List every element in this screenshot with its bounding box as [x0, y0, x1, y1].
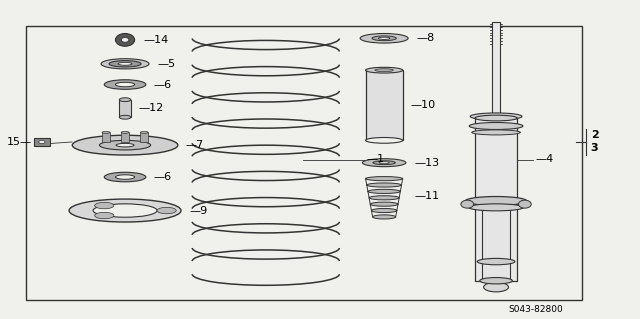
- Ellipse shape: [95, 212, 114, 219]
- Text: —14: —14: [143, 35, 168, 45]
- Text: —6: —6: [154, 172, 172, 182]
- Bar: [475, 118, 517, 281]
- Ellipse shape: [373, 161, 396, 165]
- Text: —12: —12: [138, 103, 164, 114]
- Ellipse shape: [472, 130, 520, 135]
- Ellipse shape: [367, 183, 401, 187]
- Ellipse shape: [119, 115, 131, 119]
- Text: —8: —8: [416, 33, 435, 43]
- Ellipse shape: [365, 137, 403, 143]
- Ellipse shape: [95, 202, 114, 209]
- Bar: [483, 203, 510, 281]
- Ellipse shape: [371, 202, 398, 206]
- Ellipse shape: [368, 189, 401, 193]
- Text: —9: —9: [189, 205, 207, 216]
- Ellipse shape: [378, 37, 390, 39]
- Ellipse shape: [116, 143, 134, 147]
- Ellipse shape: [469, 122, 523, 130]
- Text: —5: —5: [157, 59, 175, 69]
- Ellipse shape: [475, 115, 517, 121]
- Ellipse shape: [93, 204, 157, 217]
- Ellipse shape: [118, 62, 132, 65]
- Ellipse shape: [461, 200, 474, 208]
- Text: —1: —1: [367, 154, 385, 165]
- Text: —10: —10: [410, 100, 435, 110]
- Bar: [365, 70, 403, 140]
- Ellipse shape: [72, 135, 178, 155]
- Ellipse shape: [375, 69, 394, 71]
- Ellipse shape: [157, 207, 176, 214]
- Ellipse shape: [101, 59, 149, 69]
- Ellipse shape: [365, 67, 403, 73]
- Ellipse shape: [470, 113, 522, 120]
- Bar: [121, 132, 129, 142]
- Ellipse shape: [109, 61, 141, 67]
- Text: —7: —7: [186, 140, 204, 150]
- Bar: [140, 132, 148, 142]
- Ellipse shape: [102, 131, 109, 133]
- Ellipse shape: [372, 215, 396, 219]
- Text: 15—: 15—: [7, 137, 32, 147]
- Ellipse shape: [140, 131, 148, 133]
- Text: S043-82800: S043-82800: [509, 305, 563, 314]
- Ellipse shape: [379, 162, 389, 164]
- Ellipse shape: [121, 131, 129, 133]
- Ellipse shape: [99, 140, 150, 150]
- Text: —4: —4: [535, 154, 554, 165]
- Ellipse shape: [372, 36, 396, 41]
- Ellipse shape: [477, 258, 515, 265]
- Ellipse shape: [365, 177, 403, 181]
- Text: —6: —6: [154, 79, 172, 90]
- Ellipse shape: [371, 209, 397, 213]
- Ellipse shape: [119, 98, 131, 101]
- Ellipse shape: [465, 197, 527, 205]
- Ellipse shape: [121, 38, 129, 42]
- Ellipse shape: [369, 196, 399, 200]
- Ellipse shape: [115, 82, 134, 87]
- Ellipse shape: [38, 140, 45, 144]
- Ellipse shape: [484, 282, 509, 292]
- Ellipse shape: [104, 80, 146, 89]
- Bar: [34, 138, 49, 146]
- Text: 2: 2: [591, 130, 598, 140]
- Bar: [119, 100, 131, 117]
- Bar: [102, 132, 109, 142]
- Ellipse shape: [468, 204, 524, 211]
- Ellipse shape: [360, 33, 408, 43]
- Ellipse shape: [480, 278, 513, 284]
- Ellipse shape: [115, 33, 134, 46]
- Ellipse shape: [104, 172, 146, 182]
- Text: 3: 3: [591, 143, 598, 153]
- Bar: [492, 22, 500, 121]
- Ellipse shape: [69, 199, 181, 222]
- Bar: [26, 26, 582, 300]
- Ellipse shape: [518, 200, 531, 208]
- Text: —13: —13: [414, 158, 439, 168]
- Ellipse shape: [362, 159, 406, 167]
- Text: —11: —11: [414, 191, 439, 201]
- Ellipse shape: [115, 175, 134, 179]
